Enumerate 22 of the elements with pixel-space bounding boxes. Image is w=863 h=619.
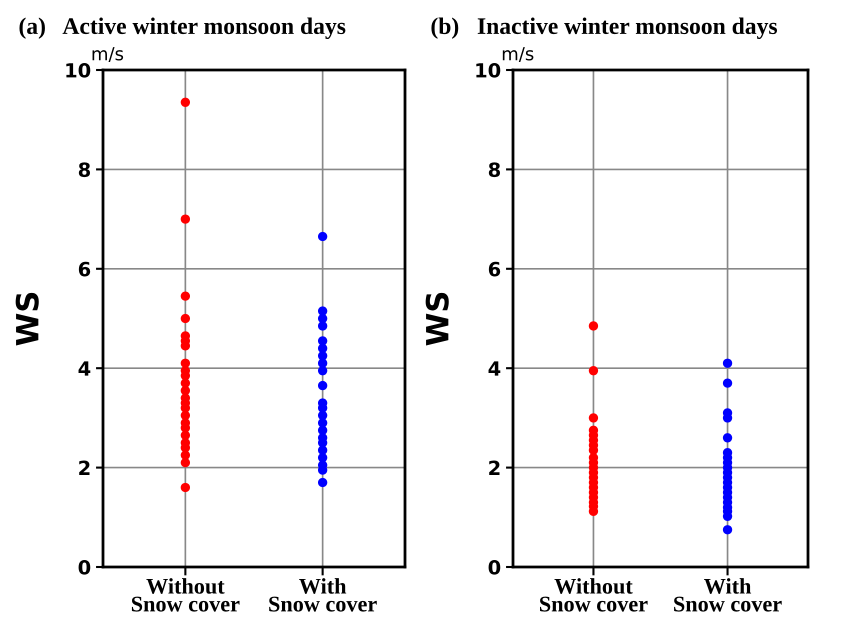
y-tick-label: 4 [488, 361, 500, 376]
x-tick-label: With Snow cover [269, 578, 377, 612]
y-tick-label: 2 [489, 460, 500, 475]
text: m/s [502, 47, 534, 62]
y-tick-label: 4 [78, 361, 90, 376]
chart-title: (a) Active winter monsoon days [19, 18, 346, 39]
y-tick-label: 6 [78, 262, 90, 276]
y-tick-label: 10 [66, 62, 90, 78]
x-tick-label: Without Snow cover [540, 578, 648, 612]
chart-title: (b) Inactive winter monsoon days [431, 18, 778, 39]
y-tick-label: 8 [488, 162, 500, 178]
y-axis-title: WS [426, 292, 449, 346]
y-tick-label: 8 [78, 162, 90, 178]
y-axis-title: WS [16, 292, 39, 346]
y-tick-label: 10 [476, 62, 500, 78]
x-tick-label: Without Snow cover [132, 578, 240, 612]
y-tick-label: 2 [79, 460, 90, 475]
y-tick-label: 0 [488, 560, 500, 575]
y-tick-label: 6 [488, 262, 500, 276]
x-tick-label: With Snow cover [674, 578, 782, 612]
y-tick-label: 0 [78, 560, 90, 575]
text: m/s [92, 47, 124, 62]
